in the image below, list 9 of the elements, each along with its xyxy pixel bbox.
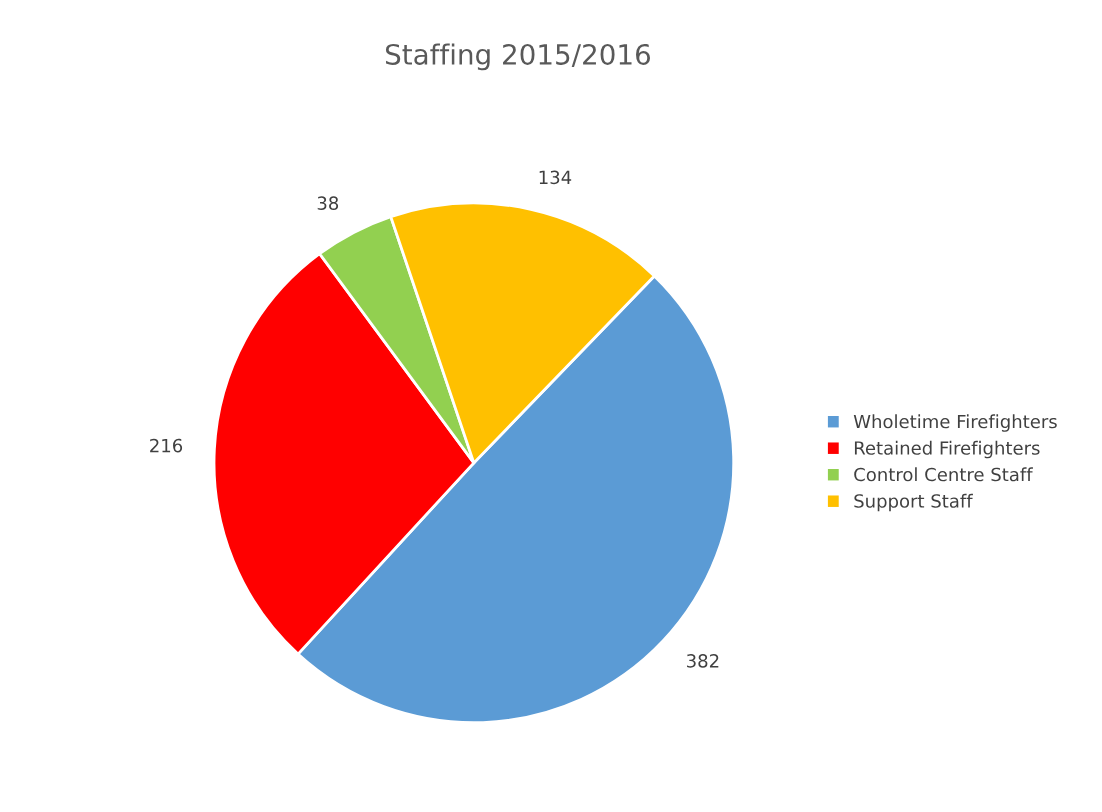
- data-label: 38: [317, 196, 339, 211]
- legend-label: Control Centre Staff: [854, 467, 1033, 482]
- legend-label: Support Staff: [854, 493, 973, 512]
- legend-label: Retained Firefighters: [854, 440, 1040, 459]
- data-label: 134: [539, 170, 572, 185]
- data-label: 382: [687, 654, 719, 668]
- chart-title: Staffing 2015/2016: [385, 43, 651, 71]
- legend-label: Wholetime Firefighters: [853, 414, 1057, 432]
- data-label: 216: [150, 438, 183, 453]
